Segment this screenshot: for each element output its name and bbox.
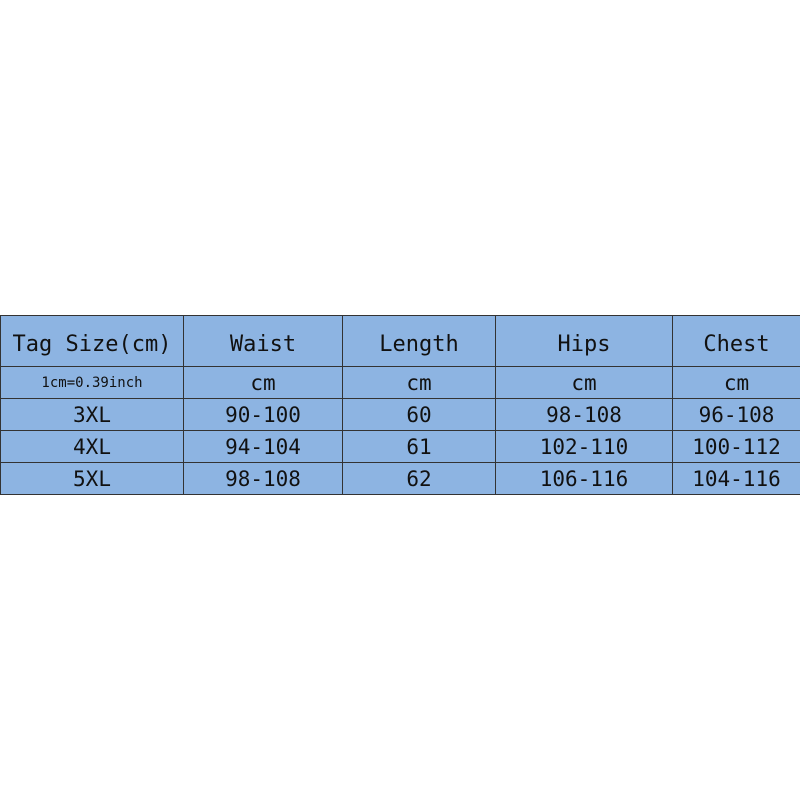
data-cell: 90-100 — [183, 398, 343, 431]
size-cell: 5XL — [0, 462, 184, 495]
unit-cell: cm — [672, 366, 800, 399]
unit-cell: cm — [342, 366, 496, 399]
unit-cell: cm — [183, 366, 343, 399]
data-cell: 94-104 — [183, 430, 343, 463]
header-cell: Hips — [495, 315, 673, 367]
header-cell: Length — [342, 315, 496, 367]
table-row: 4XL 94-104 61 102-110 100-112 — [0, 430, 800, 463]
header-cell: Waist — [183, 315, 343, 367]
data-cell: 98-108 — [183, 462, 343, 495]
unit-cell: cm — [495, 366, 673, 399]
data-cell: 102-110 — [495, 430, 673, 463]
data-cell: 62 — [342, 462, 496, 495]
size-chart-table: Tag Size(cm) Waist Length Hips Chest 1cm… — [0, 315, 800, 495]
units-row: 1cm=0.39inch cm cm cm cm — [0, 366, 800, 399]
data-cell: 106-116 — [495, 462, 673, 495]
table-row: 3XL 90-100 60 98-108 96-108 — [0, 398, 800, 431]
data-cell: 104-116 — [672, 462, 800, 495]
header-row: Tag Size(cm) Waist Length Hips Chest — [0, 315, 800, 367]
data-cell: 61 — [342, 430, 496, 463]
data-cell: 100-112 — [672, 430, 800, 463]
header-cell: Chest — [672, 315, 800, 367]
size-cell: 4XL — [0, 430, 184, 463]
table-row: 5XL 98-108 62 106-116 104-116 — [0, 462, 800, 495]
data-cell: 96-108 — [672, 398, 800, 431]
size-cell: 3XL — [0, 398, 184, 431]
conversion-note: 1cm=0.39inch — [0, 366, 184, 399]
data-cell: 60 — [342, 398, 496, 431]
header-cell: Tag Size(cm) — [0, 315, 184, 367]
data-cell: 98-108 — [495, 398, 673, 431]
